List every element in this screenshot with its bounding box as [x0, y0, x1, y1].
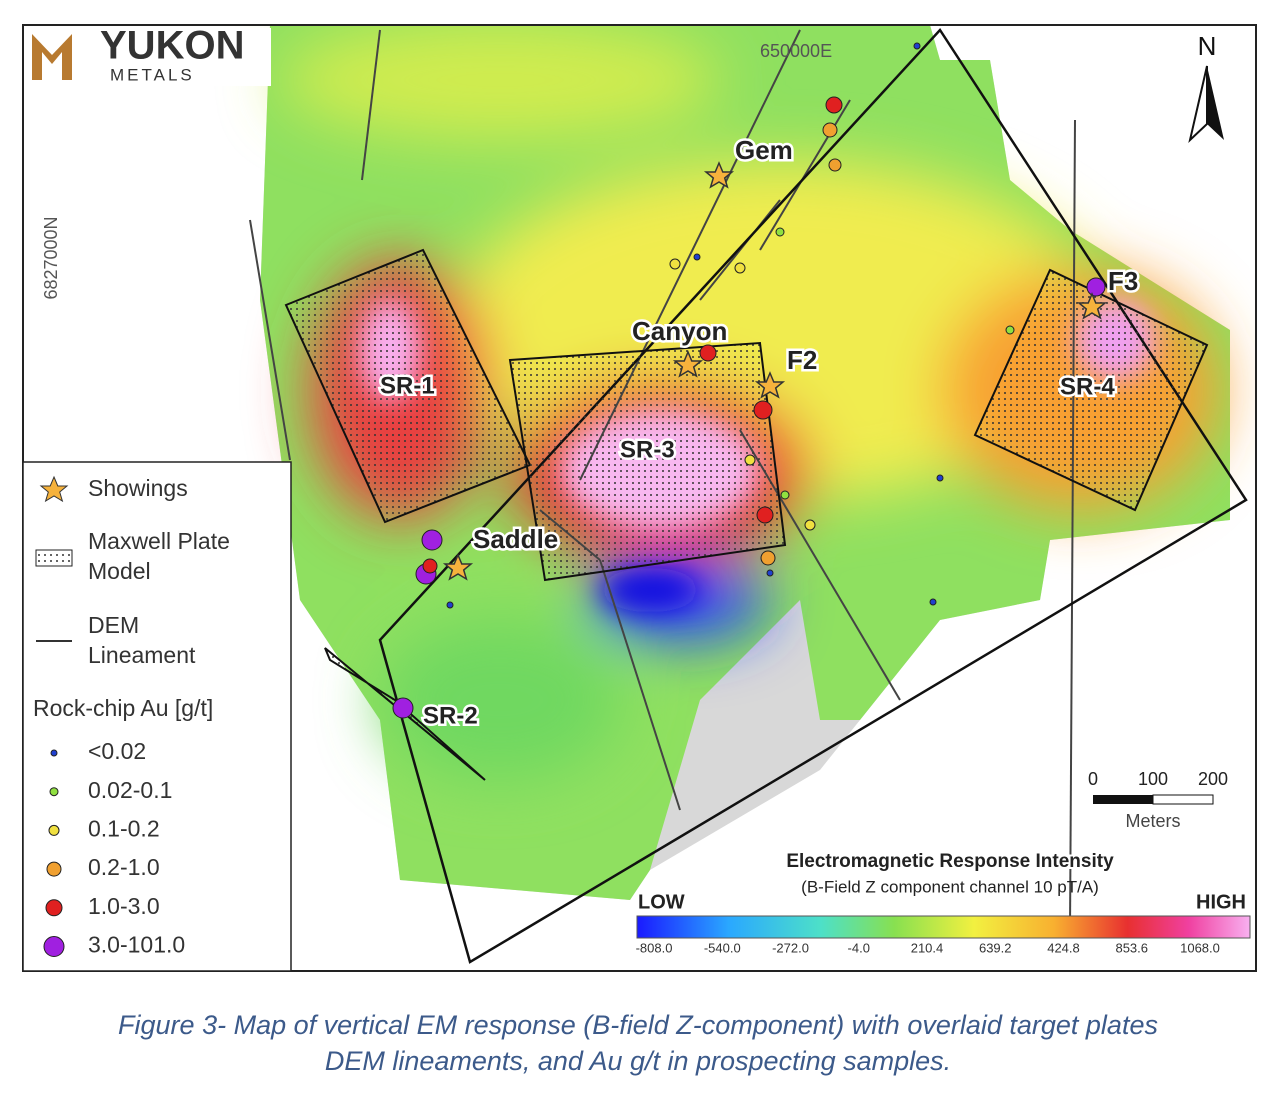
legend-au-title: Rock-chip Au [g/t] — [33, 695, 213, 721]
label-sr2: SR-2 — [423, 702, 478, 729]
legend-au-swatch — [45, 899, 63, 917]
legend-au-swatch — [48, 824, 60, 836]
logo-mark — [32, 34, 72, 80]
colorbar-high: HIGH — [1196, 891, 1246, 913]
map-labels: Gem Canyon F2 F3 SR-1 SR-2 SR-3 SR-4 Sad… — [378, 132, 1141, 731]
legend: Showings Maxwell Plate Model DEM Lineame… — [22, 461, 292, 972]
scale-bar: 0 100 200 Meters — [1088, 769, 1228, 831]
north-label: N — [1198, 31, 1217, 61]
northing-label: 6827000N — [41, 216, 61, 299]
legend-au-swatch — [50, 749, 58, 757]
colorbar-low: LOW — [638, 891, 685, 913]
map: Gem Canyon F2 F3 SR-1 SR-2 SR-3 SR-4 Sad… — [22, 24, 1257, 972]
caption: DEM lineaments, and Au g/t in prospectin… — [324, 1046, 952, 1076]
legend-au-swatch — [49, 787, 59, 797]
logo-sub: METALS — [110, 65, 195, 84]
colorbar-tick: 424.8 — [1047, 940, 1080, 955]
legend-au-class: <0.02 — [88, 738, 146, 764]
legend-plate-swatch — [35, 549, 73, 567]
north-arrow-right — [1207, 66, 1224, 140]
scale-unit: Meters — [1125, 811, 1180, 831]
scale-tick: 100 — [1138, 769, 1168, 789]
colorbar-tick: -808.0 — [636, 940, 673, 955]
colorbar-ramp — [636, 915, 1251, 939]
scale-tick: 200 — [1198, 769, 1228, 789]
colorbar-tick: 1068.0 — [1180, 940, 1220, 955]
legend-au-class: 3.0-101.0 — [88, 932, 185, 958]
label-canyon: Canyon — [632, 316, 727, 346]
label-sr4: SR-4 — [1060, 373, 1115, 400]
colorbar-tick: 639.2 — [979, 940, 1012, 955]
legend-star — [39, 475, 69, 503]
caption: Figure 3- Map of vertical EM response (B… — [118, 1010, 1158, 1040]
colorbar-title: Electromagnetic Response Intensity — [786, 851, 1114, 872]
legend-au-class: 0.1-0.2 — [88, 815, 160, 841]
colorbar-tick: 853.6 — [1115, 940, 1148, 955]
legend-showings: Showings — [88, 475, 188, 501]
legend-au-class: 0.02-0.1 — [88, 777, 172, 803]
scale-tick: 0 — [1088, 769, 1098, 789]
legend-au-class: 1.0-3.0 — [88, 893, 160, 919]
logo-name: YUKON — [100, 24, 244, 68]
label-f3: F3 — [1108, 266, 1138, 296]
label-sr3: SR-3 — [620, 436, 675, 463]
label-f2: F2 — [787, 345, 817, 375]
legend-lineament: Lineament — [88, 642, 196, 668]
samples — [392, 42, 1106, 719]
colorbar-subtitle: (B-Field Z component channel 10 pT/A) — [801, 877, 1099, 896]
map-body: Gem Canyon F2 F3 SR-1 SR-2 SR-3 SR-4 Sad… — [23, 24, 1256, 971]
legend-lineament: DEM — [88, 612, 139, 638]
legend-au-swatch — [43, 936, 65, 957]
label-sr1: SR-1 — [380, 372, 435, 399]
legend-plate: Model — [88, 558, 151, 584]
maxwell-plates — [284, 248, 1209, 781]
colorbar: Electromagnetic Response Intensity (B-Fi… — [636, 849, 1251, 955]
colorbar-tick: 210.4 — [911, 940, 944, 955]
colorbar-tick: -540.0 — [704, 940, 741, 955]
legend-au-swatch — [46, 861, 62, 877]
colorbar-tick: -4.0 — [848, 940, 870, 955]
colorbar-tick: -272.0 — [772, 940, 809, 955]
legend-plate: Maxwell Plate — [88, 528, 230, 554]
showings — [442, 161, 1108, 581]
label-saddle: Saddle — [473, 524, 558, 554]
label-gem: Gem — [735, 135, 793, 165]
legend-au-class: 0.2-1.0 — [88, 854, 160, 880]
easting-label: 650000E — [760, 41, 832, 61]
